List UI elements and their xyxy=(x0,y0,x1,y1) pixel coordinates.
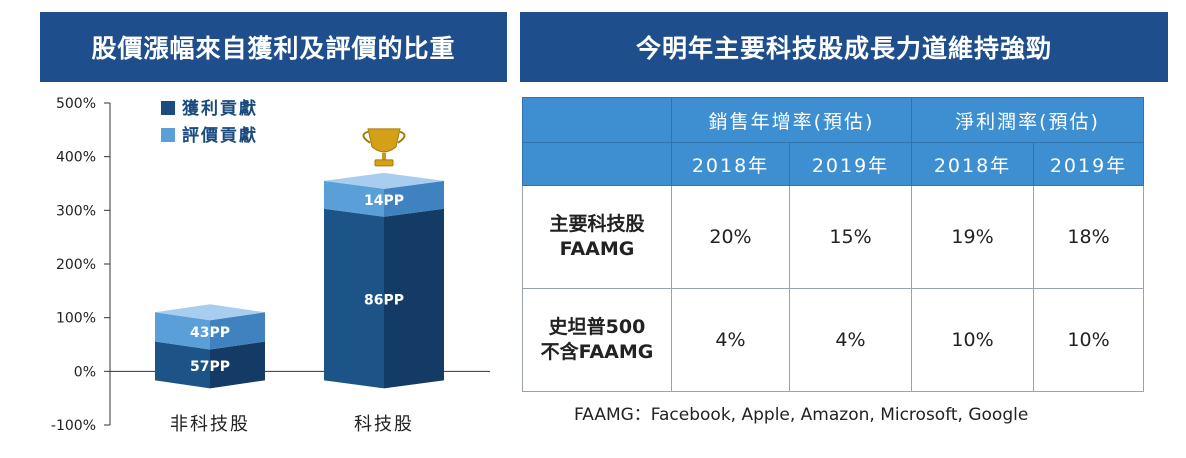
bar-top-face xyxy=(324,172,444,189)
bar-data-label: 43PP xyxy=(190,325,230,341)
bar-data-label: 57PP xyxy=(190,359,230,375)
left-panel-title: 股價漲幅來自獲利及評價的比重 xyxy=(40,12,507,82)
row-label-line2: FAAMG xyxy=(559,238,635,260)
header-year: 2019年 xyxy=(788,142,913,186)
header-year: 2019年 xyxy=(1033,142,1145,186)
footnote: FAAMG：Facebook, Apple, Amazon, Microsoft… xyxy=(574,405,1029,425)
y-tick-label: 500% xyxy=(56,96,96,112)
table-row: 主要科技股 FAAMG 20% 15% 19% 18% xyxy=(522,185,1145,289)
bar-segment-right-face xyxy=(210,312,265,350)
bar-segment-right-face xyxy=(210,341,265,389)
header-sales-growth: 銷售年增率(預估) xyxy=(670,97,913,143)
row-label-line1: 史坦普500 xyxy=(548,316,646,338)
bar-segment-left-face xyxy=(155,341,210,389)
row-label: 史坦普500 不含FAAMG xyxy=(522,288,672,392)
table-cell: 4% xyxy=(788,288,913,392)
x-category-label: 科技股 xyxy=(354,414,414,435)
legend-swatch xyxy=(161,128,175,142)
bar-segment-right-face xyxy=(384,208,444,389)
right-panel-title: 今明年主要科技股成長力道維持強勁 xyxy=(520,12,1168,82)
table-cell: 18% xyxy=(1033,185,1145,289)
row-label: 主要科技股 FAAMG xyxy=(522,185,672,289)
table-row: 史坦普500 不含FAAMG 4% 4% 10% 10% xyxy=(522,288,1145,392)
bar-segment-left-face xyxy=(155,312,210,350)
table-corner-cell xyxy=(522,142,672,186)
y-tick-label: 400% xyxy=(56,150,96,166)
table-cell: 15% xyxy=(788,185,913,289)
bar-top-face xyxy=(155,304,265,321)
legend-label: 評價貢獻 xyxy=(182,125,258,146)
header-year: 2018年 xyxy=(911,142,1035,186)
trophy-icon xyxy=(362,128,406,167)
growth-table: 銷售年增率(預估) 淨利潤率(預估) 2018年 2019年 2018年 201… xyxy=(522,97,1145,392)
table-cell: 20% xyxy=(671,185,790,289)
table-cell: 10% xyxy=(1033,288,1145,392)
table-cell: 19% xyxy=(911,185,1035,289)
table-cell: 10% xyxy=(911,288,1035,392)
header-net-margin: 淨利潤率(預估) xyxy=(911,97,1145,143)
bar-data-label: 86PP xyxy=(364,293,404,309)
bar-segment-left-face xyxy=(324,208,384,389)
table-cell: 4% xyxy=(671,288,790,392)
bar-data-label: 14PP xyxy=(364,193,404,209)
y-tick-label: 100% xyxy=(56,311,96,327)
row-label-line1: 主要科技股 xyxy=(549,213,645,235)
legend-label: 獲利貢獻 xyxy=(182,98,258,119)
bar-segment-right-face xyxy=(384,180,444,217)
row-label-line2: 不含FAAMG xyxy=(540,341,654,363)
table-corner-cell xyxy=(522,97,672,143)
y-tick-label: 300% xyxy=(56,203,96,219)
bar-segment-left-face xyxy=(324,180,384,217)
y-tick-label: -100% xyxy=(51,418,96,434)
y-tick-label: 200% xyxy=(56,257,96,273)
header-year: 2018年 xyxy=(671,142,790,186)
y-tick-label: 0% xyxy=(74,364,96,380)
x-category-label: 非科技股 xyxy=(170,414,250,435)
legend-swatch xyxy=(161,101,175,115)
